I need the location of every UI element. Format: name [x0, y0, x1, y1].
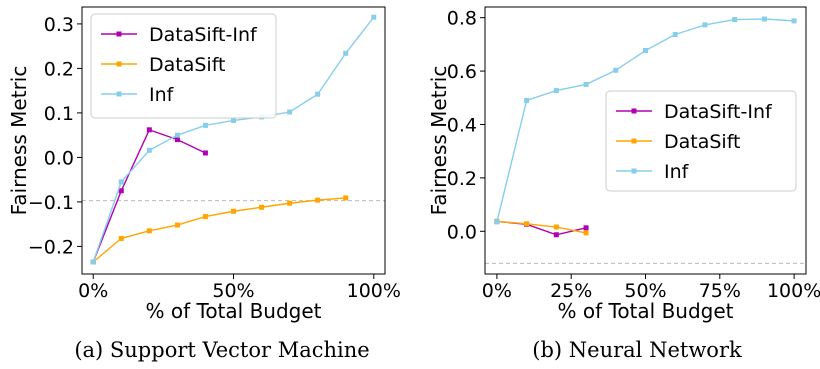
data-point — [672, 32, 678, 38]
x-tick-label: 75% — [699, 280, 741, 302]
y-axis-label: Fairness Metric — [7, 66, 31, 216]
y-axis-label: Fairness Metric — [427, 66, 451, 216]
y-tick-label: 0.2 — [447, 168, 477, 190]
x-axis-label: % of Total Budget — [558, 299, 734, 323]
data-point — [202, 214, 208, 220]
legend-swatch-marker — [631, 168, 637, 174]
data-point — [702, 22, 708, 28]
legend-swatch-marker — [631, 138, 637, 144]
data-point — [174, 137, 180, 143]
chart-panel-nn: 0.0 0.2 0.4 0.6 0.8 0% 25% 50% 75% 100% % of Total… — [427, 6, 820, 362]
data-point — [553, 224, 559, 230]
x-tick-label: 0% — [482, 280, 512, 302]
data-point — [118, 188, 124, 194]
data-point — [146, 228, 152, 234]
data-point — [583, 225, 589, 231]
data-point — [231, 117, 236, 123]
data-point — [583, 81, 589, 87]
data-point — [118, 235, 124, 241]
x-tick-label: 50% — [624, 280, 666, 302]
x-tick-label: 0% — [78, 280, 108, 302]
legend-label: Inf — [149, 84, 175, 106]
y-tick-label: 0.0 — [44, 147, 74, 169]
data-point — [231, 208, 236, 214]
data-point — [371, 14, 377, 20]
legend-label: DataSift-Inf — [664, 101, 773, 123]
legend-label: DataSift — [664, 131, 741, 153]
legend-swatch-marker — [116, 31, 122, 37]
chart-panel-svm: −0.2 −0.1 0.0 0.1 0.2 0.3 0% 50% 100% % of Total … — [7, 6, 401, 362]
y-tick-label: 0.4 — [447, 114, 477, 136]
data-point — [343, 50, 349, 56]
y-tick-label: −0.2 — [28, 236, 74, 258]
y-tick-label: 0.0 — [447, 221, 477, 243]
series-line — [92, 197, 346, 263]
y-tick-label: 0.6 — [447, 61, 477, 83]
data-point — [146, 127, 152, 133]
data-point — [643, 48, 648, 54]
legend-swatch-marker — [116, 61, 122, 67]
y-tick-label: −0.1 — [28, 192, 74, 214]
y-tick-label: 0.3 — [44, 14, 74, 36]
legend-swatch-marker — [631, 108, 637, 114]
y-tick-label: 0.8 — [447, 8, 477, 30]
data-point — [524, 97, 530, 103]
data-point — [613, 67, 619, 73]
data-point — [90, 259, 96, 265]
data-point — [174, 222, 180, 228]
data-point — [146, 147, 152, 153]
legend-box — [90, 13, 277, 119]
series-line — [496, 220, 587, 234]
x-tick-label: 50% — [212, 280, 254, 302]
data-point — [287, 200, 293, 206]
data-point — [174, 132, 180, 138]
data-point — [287, 109, 293, 115]
x-axis-label: % of Total Budget — [146, 299, 322, 323]
legend-label: DataSift — [149, 54, 226, 76]
data-point — [259, 204, 265, 210]
data-point — [315, 91, 321, 97]
legend-label: DataSift-Inf — [149, 24, 258, 46]
data-point — [791, 18, 797, 24]
chart-caption: (b) Neural Network — [532, 338, 742, 362]
series-line — [496, 220, 587, 236]
data-point — [761, 16, 767, 22]
data-point — [583, 230, 589, 236]
legend-box — [605, 90, 797, 192]
data-point — [315, 197, 321, 203]
data-point — [553, 88, 559, 94]
data-point — [732, 17, 738, 23]
data-point — [494, 219, 500, 225]
data-point — [202, 122, 208, 128]
legend-label: Inf — [664, 161, 690, 183]
data-point — [524, 221, 530, 227]
data-point — [202, 150, 208, 156]
data-point — [343, 195, 349, 201]
x-tick-label: 25% — [550, 280, 592, 302]
legend-swatch-marker — [116, 91, 122, 97]
chart-caption: (a) Support Vector Machine — [74, 338, 369, 362]
data-point — [553, 232, 559, 238]
x-tick-label: 100% — [767, 280, 820, 302]
data-point — [118, 179, 124, 185]
y-tick-label: 0.2 — [44, 58, 74, 80]
y-tick-label: 0.1 — [44, 103, 74, 125]
x-tick-label: 100% — [347, 280, 401, 302]
